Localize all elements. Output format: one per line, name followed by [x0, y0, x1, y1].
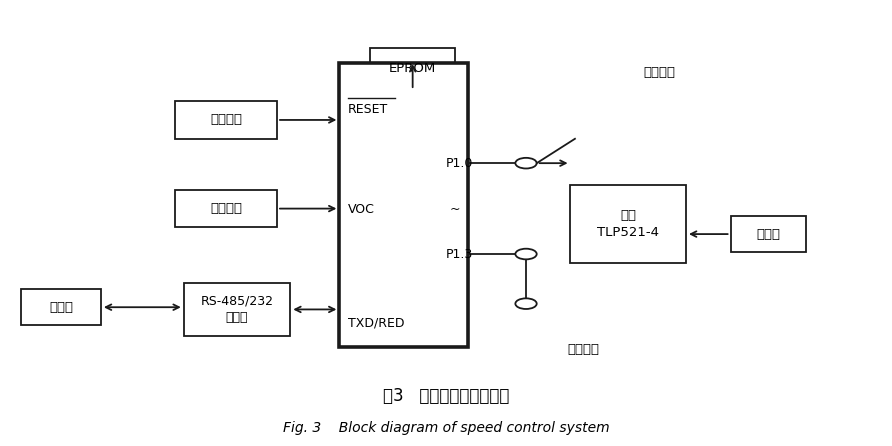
Circle shape — [516, 249, 537, 259]
Bar — [731, 216, 806, 252]
Text: TXD/RED: TXD/RED — [348, 316, 405, 329]
Text: 光耦
TLP521-4: 光耦 TLP521-4 — [598, 209, 659, 239]
Text: P1.3: P1.3 — [446, 248, 474, 260]
Text: 光耦输出: 光耦输出 — [643, 66, 675, 79]
Text: ~: ~ — [450, 203, 460, 216]
Text: 复位电路: 复位电路 — [210, 113, 242, 127]
Text: RESET: RESET — [348, 103, 388, 116]
Text: 电源模块: 电源模块 — [210, 202, 242, 215]
Text: 图3   速度控制器系统框图: 图3 速度控制器系统框图 — [383, 387, 509, 405]
Text: 工控机: 工控机 — [49, 301, 73, 314]
Bar — [370, 48, 455, 90]
Circle shape — [516, 158, 537, 169]
Bar — [175, 101, 277, 139]
Text: 电动机: 电动机 — [756, 227, 780, 240]
Bar — [21, 289, 101, 325]
Bar — [175, 190, 277, 227]
Circle shape — [516, 298, 537, 309]
Text: P1.0: P1.0 — [446, 157, 474, 169]
Text: 直接输出: 直接输出 — [568, 343, 599, 356]
Bar — [184, 283, 291, 336]
Bar — [339, 63, 468, 347]
Bar — [571, 186, 686, 263]
Text: VOC: VOC — [348, 203, 375, 216]
Text: RS-485/232
收发器: RS-485/232 收发器 — [201, 294, 274, 324]
Text: EPROM: EPROM — [389, 62, 436, 75]
Text: Fig. 3    Block diagram of speed control system: Fig. 3 Block diagram of speed control sy… — [283, 421, 609, 435]
